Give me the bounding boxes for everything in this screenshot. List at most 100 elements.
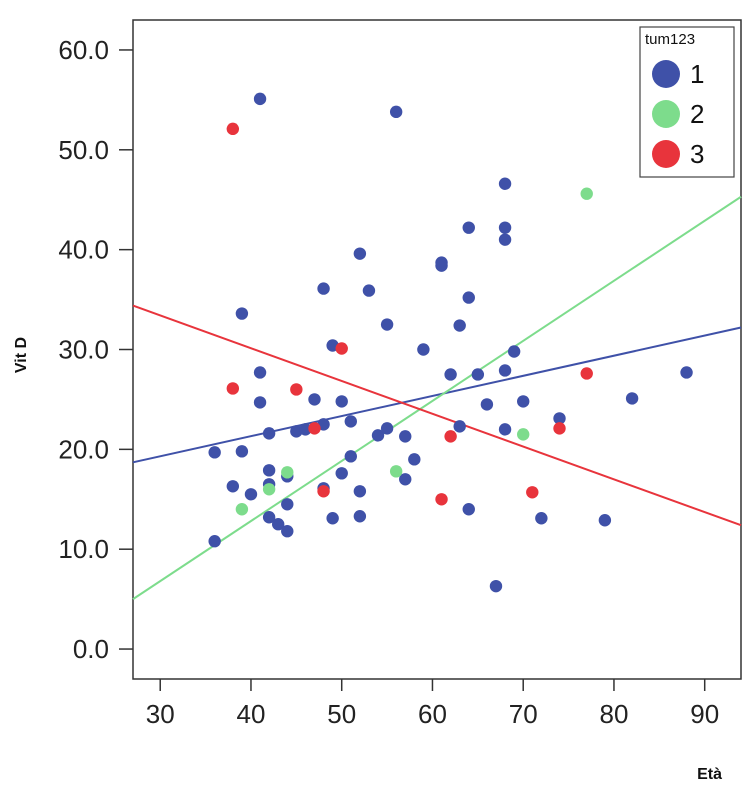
y-tick-label: 60.0 — [58, 35, 109, 65]
x-axis-title: Età — [697, 766, 722, 783]
point-series-1 — [453, 420, 466, 433]
point-series-1 — [399, 473, 412, 486]
point-series-1 — [253, 396, 267, 409]
y-axis: 0.0 10.0 20.0 30.0 40.0 50.0 60.0 — [58, 35, 133, 664]
legend-title: tum123 — [645, 31, 695, 48]
point-series-1 — [281, 498, 294, 511]
point-series-3 — [335, 342, 348, 355]
x-tick-label: 70 — [509, 699, 538, 729]
point-series-1 — [380, 318, 394, 331]
point-series-1 — [389, 105, 403, 119]
point-series-1 — [226, 480, 240, 493]
point-series-1 — [362, 284, 376, 297]
point-series-1 — [498, 364, 512, 377]
point-series-1 — [380, 422, 394, 435]
point-series-1 — [262, 464, 276, 477]
point-series-1 — [281, 525, 294, 538]
data-points — [208, 92, 693, 593]
point-series-3 — [226, 122, 240, 136]
x-tick-label: 30 — [146, 699, 175, 729]
legend-items: 1 2 3 — [652, 59, 704, 169]
point-series-1 — [235, 445, 249, 458]
fit-line-series-3 — [132, 304, 742, 527]
point-series-1 — [498, 177, 512, 190]
point-series-1 — [244, 488, 258, 501]
legend-marker-3 — [652, 140, 680, 168]
point-series-1 — [471, 368, 485, 381]
point-series-1 — [625, 392, 639, 405]
point-series-1 — [507, 345, 521, 358]
x-tick-label: 50 — [327, 699, 356, 729]
legend-label-3: 3 — [690, 139, 704, 169]
fit-lines — [132, 195, 742, 600]
point-series-3 — [526, 486, 539, 499]
point-series-3 — [580, 367, 593, 380]
point-series-1 — [498, 233, 512, 246]
point-series-1 — [498, 423, 512, 436]
point-series-3 — [290, 383, 303, 396]
point-series-1 — [598, 514, 612, 527]
point-series-1 — [353, 485, 367, 498]
point-series-1 — [253, 366, 267, 379]
point-series-1 — [535, 512, 548, 525]
point-series-1 — [453, 319, 466, 332]
legend-label-1: 1 — [690, 59, 704, 89]
point-series-1 — [335, 395, 348, 408]
y-tick-label: 40.0 — [58, 235, 109, 265]
point-series-2 — [281, 466, 294, 479]
point-series-1 — [326, 512, 339, 525]
point-series-1 — [271, 518, 285, 531]
point-series-2 — [389, 465, 403, 478]
legend-label-2: 2 — [690, 99, 704, 129]
point-series-1 — [371, 429, 385, 442]
point-series-2 — [262, 483, 276, 496]
fit-line-series-2 — [132, 195, 742, 600]
point-series-1 — [462, 221, 475, 234]
y-tick-label: 0.0 — [73, 634, 109, 664]
point-series-1 — [489, 579, 503, 593]
point-series-1 — [253, 92, 267, 106]
x-axis: 30 40 50 60 70 80 90 — [146, 679, 719, 729]
point-series-2 — [580, 187, 593, 200]
y-axis-title: Vit D — [13, 337, 30, 373]
point-series-3 — [317, 485, 330, 498]
point-series-1 — [299, 423, 312, 436]
point-series-1 — [208, 535, 221, 548]
point-series-3 — [435, 493, 448, 506]
point-series-1 — [680, 366, 693, 379]
point-series-1 — [553, 412, 566, 425]
point-series-1 — [262, 427, 276, 440]
point-series-2 — [517, 428, 530, 441]
point-series-1 — [462, 503, 475, 516]
point-series-1 — [344, 450, 357, 463]
point-series-3 — [553, 422, 566, 435]
point-series-1 — [335, 467, 348, 480]
fit-line-series-1 — [132, 326, 742, 464]
legend-marker-2 — [652, 100, 680, 128]
point-series-1 — [444, 368, 457, 381]
point-series-1 — [344, 415, 357, 428]
y-tick-label: 10.0 — [58, 534, 109, 564]
point-series-3 — [444, 430, 457, 443]
point-series-1 — [353, 510, 367, 523]
legend-marker-1 — [652, 60, 680, 88]
x-tick-label: 40 — [237, 699, 266, 729]
point-series-2 — [235, 503, 249, 516]
point-series-1 — [435, 259, 448, 272]
point-series-1 — [399, 430, 412, 443]
y-tick-label: 50.0 — [58, 135, 109, 165]
point-series-1 — [498, 221, 512, 234]
point-series-1 — [408, 453, 421, 466]
point-series-1 — [208, 446, 221, 459]
x-tick-label: 60 — [418, 699, 447, 729]
y-tick-label: 30.0 — [58, 335, 109, 365]
y-tick-label: 20.0 — [58, 434, 109, 464]
point-series-1 — [317, 282, 330, 295]
point-series-1 — [353, 247, 367, 260]
point-series-3 — [308, 422, 321, 435]
point-series-3 — [226, 382, 240, 395]
point-series-1 — [235, 307, 249, 320]
x-tick-label: 90 — [690, 699, 719, 729]
point-series-1 — [462, 291, 475, 304]
point-series-1 — [480, 398, 494, 411]
